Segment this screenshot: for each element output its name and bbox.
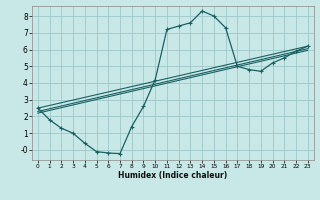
- X-axis label: Humidex (Indice chaleur): Humidex (Indice chaleur): [118, 171, 228, 180]
